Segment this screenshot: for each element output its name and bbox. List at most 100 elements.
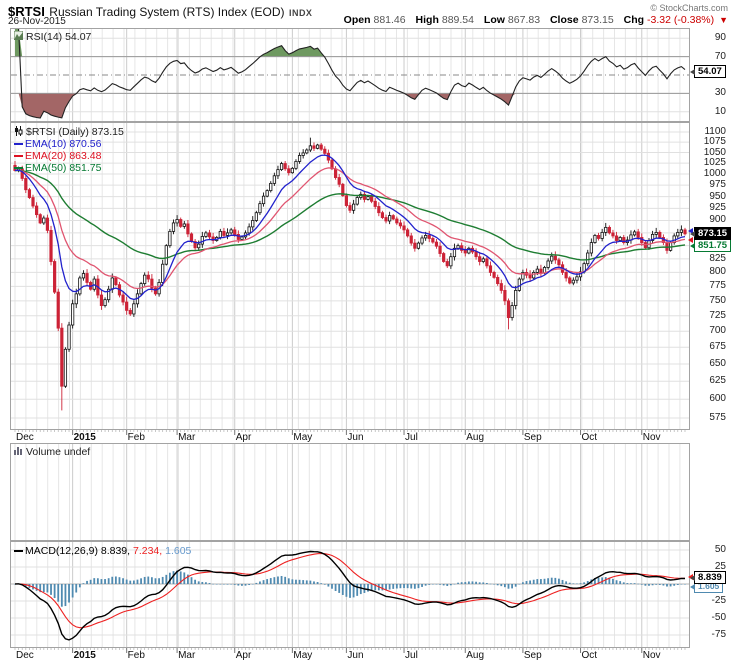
ema20-legend-label: EMA(20) 863.48 xyxy=(25,150,102,162)
y-axis-label: 1075 xyxy=(703,136,726,148)
month-label: Dec xyxy=(16,432,34,443)
y-axis-label: 800 xyxy=(709,266,726,278)
ema50-line-icon xyxy=(14,167,23,169)
ema50-legend-label: EMA(50) 851.75 xyxy=(25,162,102,174)
exchange-label: INDX xyxy=(288,8,313,18)
price-candlestick-panel xyxy=(10,122,690,430)
y-axis-label: 750 xyxy=(709,294,726,306)
month-label: Jun xyxy=(347,650,364,661)
y-axis-label: -25 xyxy=(711,595,726,606)
open-label: Open xyxy=(343,14,371,26)
volume-legend-label: Volume undef xyxy=(26,446,91,458)
low-label: Low xyxy=(483,14,505,26)
month-label: Feb xyxy=(127,432,145,443)
y-axis-label: 1050 xyxy=(703,146,726,158)
chg-value: -3.32 (-0.38%) xyxy=(647,14,715,26)
month-label: Jul xyxy=(405,432,418,443)
volume-legend: Volume undef xyxy=(14,446,90,458)
month-label: 2015 xyxy=(73,650,96,661)
volume-panel xyxy=(10,443,690,541)
macd-signal-value: 7.234, xyxy=(133,545,163,557)
y-axis-label: 725 xyxy=(709,309,726,321)
month-label: May xyxy=(293,432,313,443)
month-label: Sep xyxy=(523,432,542,443)
month-label: Nov xyxy=(642,650,661,661)
price-legend-label: $RTSI (Daily) 873.15 xyxy=(26,126,124,138)
y-axis-label: 700 xyxy=(709,325,726,337)
month-label: Aug xyxy=(466,650,485,661)
rsi-legend-label: RSI(14) 54.07 xyxy=(26,31,92,43)
y-axis-label: 90 xyxy=(714,32,726,44)
chevron-down-icon[interactable]: ▼ xyxy=(719,15,728,25)
y-axis-label: -75 xyxy=(711,629,726,640)
copyright-label: © StockCharts.com xyxy=(650,3,728,13)
y-axis-label: -50 xyxy=(711,612,726,623)
month-label: Apr xyxy=(235,432,252,443)
month-label: Dec xyxy=(16,650,34,661)
x-axis-bottom: Dec 2015 Feb Mar Apr May Jun Jul Aug Sep Oct Nov xyxy=(10,648,690,661)
close-label: Close xyxy=(549,14,579,26)
macd-legend: MACD(12,26,9) 8.839, 7.234, 1.605 xyxy=(14,545,191,557)
rsi-legend: RSI(14) 54.07 xyxy=(13,30,92,43)
macd-indicator-panel xyxy=(10,541,690,648)
high-label: High xyxy=(415,14,439,26)
macd-value-box: 8.839 xyxy=(690,571,726,584)
ema20-line-icon xyxy=(14,155,23,157)
symbol-label: $RTSI xyxy=(8,4,45,19)
y-axis-label: 1025 xyxy=(703,157,726,169)
month-label: 2015 xyxy=(73,432,96,443)
month-label: Aug xyxy=(466,432,485,443)
y-axis-label: 950 xyxy=(709,190,726,202)
rsi-indicator-panel xyxy=(10,28,690,122)
y-axis-label: 975 xyxy=(709,179,726,191)
month-label: May xyxy=(293,650,313,661)
y-axis-label: 575 xyxy=(709,412,726,423)
ema10-line-icon xyxy=(14,143,23,145)
y-axis-label: 650 xyxy=(709,357,726,369)
y-axis-label: 900 xyxy=(709,214,726,226)
macd-value: 8.839, xyxy=(100,545,131,557)
y-axis-label: 600 xyxy=(709,393,726,405)
month-label: Nov xyxy=(642,432,661,443)
month-label: Jun xyxy=(347,432,364,443)
open-value: 881.46 xyxy=(373,14,406,26)
y-axis-label: 1000 xyxy=(703,168,726,180)
macd-line-icon xyxy=(14,550,23,553)
price-legend: $RTSI (Daily) 873.15 EMA(10) 870.56 EMA(… xyxy=(14,125,124,174)
ema10-legend-label: EMA(10) 870.56 xyxy=(25,138,102,150)
y-axis-label: 70 xyxy=(714,50,726,62)
page-title: Russian Trading System (RTS) Index (EOD) xyxy=(49,5,285,19)
y-axis-label: 825 xyxy=(709,252,726,264)
ema20-pointer-icon xyxy=(688,237,693,243)
quote-summary: Open 881.46 High 889.54 Low 867.83 Close 873… xyxy=(337,14,728,26)
y-axis-label: 625 xyxy=(709,375,726,387)
x-axis-mid: Dec 2015 Feb Mar Apr May Jun Jul Aug Sep Oct Nov xyxy=(10,430,690,443)
y-axis-label: 25 xyxy=(714,561,726,572)
chg-label: Chg xyxy=(623,14,645,26)
chart-date: 26-Nov-2015 xyxy=(8,16,66,27)
ema50-value-box: 851.75 xyxy=(689,239,732,252)
month-label: Mar xyxy=(178,650,196,661)
header-title-line: $RTSI Russian Trading System (RTS) Index… xyxy=(8,3,728,19)
indicator-area-icon xyxy=(13,30,24,43)
month-label: Jul xyxy=(405,650,418,661)
low-value: 867.83 xyxy=(507,14,541,26)
y-axis-label: 1100 xyxy=(704,126,726,137)
candlestick-icon xyxy=(14,125,23,139)
y-axis-label: 775 xyxy=(709,280,726,292)
high-value: 889.54 xyxy=(441,14,474,26)
y-axis-label: 30 xyxy=(714,87,726,99)
y-axis-label: 675 xyxy=(709,341,726,353)
month-label: Oct xyxy=(581,650,598,661)
macd-hist-value: 1.605 xyxy=(165,545,192,557)
rsi-value-box: 54.07 xyxy=(690,65,726,78)
month-label: Feb xyxy=(127,650,145,661)
macd-legend-name: MACD(12,26,9) xyxy=(25,545,98,557)
month-label: Mar xyxy=(178,432,196,443)
month-label: Oct xyxy=(581,432,598,443)
month-label: Sep xyxy=(523,650,542,661)
y-axis-label: 50 xyxy=(714,544,726,555)
last-price-box: 873.15 xyxy=(689,227,732,240)
y-axis-label: 925 xyxy=(709,202,726,214)
